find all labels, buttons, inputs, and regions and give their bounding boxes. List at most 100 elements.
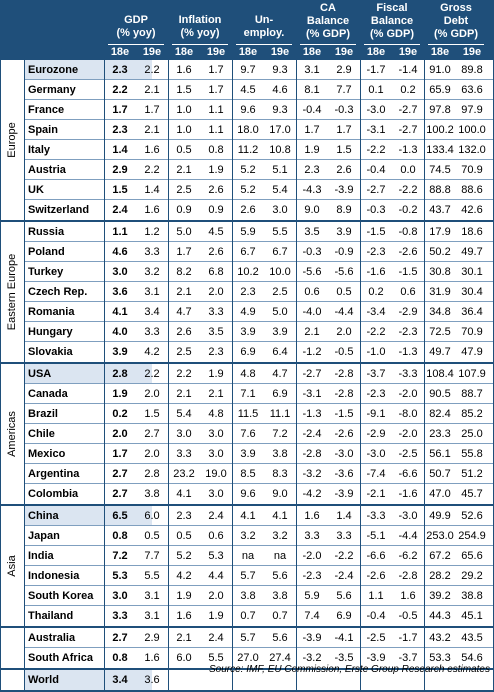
value-cell: 3.6	[144, 674, 160, 686]
country-name: Canada	[28, 388, 68, 400]
value-cell: -2.8	[334, 368, 354, 380]
value-cell: 30.1	[461, 266, 483, 278]
value-cell: 5.7	[240, 632, 256, 644]
value-cell: 9.0	[304, 204, 320, 216]
value-cell: 1.4	[336, 510, 352, 522]
value-cell: 2.1	[176, 632, 192, 644]
value-cell: 2.1	[176, 164, 192, 176]
value-cell: -1.7	[398, 632, 418, 644]
value-cell: 2.0	[208, 590, 224, 602]
value-cell: 3.1	[144, 610, 160, 622]
value-cell: -0.4	[366, 164, 386, 176]
country-name: South Africa	[28, 652, 93, 664]
country-name: Turkey	[28, 266, 64, 278]
value-cell: -4.0	[302, 306, 322, 318]
country-name: China	[28, 510, 59, 522]
country-name: India	[28, 550, 54, 562]
value-cell: 4.7	[176, 306, 192, 318]
value-cell: 100.2	[426, 124, 454, 136]
value-cell: 0.2	[400, 84, 416, 96]
value-cell: -0.4	[302, 104, 322, 116]
value-cell: -2.3	[302, 570, 322, 582]
value-cell: 45.1	[461, 610, 483, 622]
value-cell: -2.6	[398, 246, 418, 258]
value-cell: 3.0	[112, 590, 128, 602]
table-row: Argentina 2.7 2.8 23.2 19.0 8.5 8.3 -3.2 -3.6 -7.…	[0, 464, 494, 484]
header-col-3: CA Balance (% GDP)	[296, 2, 360, 41]
value-cell: 3.8	[272, 590, 288, 602]
value-cell: 28.2	[429, 570, 451, 582]
value-cell: 5.0	[176, 226, 192, 238]
value-cell: 4.2	[176, 570, 192, 582]
value-cell: 2.2	[144, 164, 160, 176]
value-cell: 3.9	[336, 226, 352, 238]
value-cell: 0.8	[208, 144, 224, 156]
value-cell: 0.6	[208, 530, 224, 542]
country-name: Spain	[28, 124, 58, 136]
row-divider	[24, 605, 494, 606]
value-cell: 0.7	[240, 610, 256, 622]
value-cell: -1.6	[366, 266, 386, 278]
table-row: Colombia 2.7 3.8 4.1 3.0 9.6 9.0 -4.2 -3.9 -2.1 -1…	[0, 484, 494, 504]
value-cell: -2.3	[366, 246, 386, 258]
region-label-text: Eastern Europe	[6, 253, 18, 331]
header-underline	[364, 44, 420, 45]
value-cell: 7.2	[112, 550, 128, 562]
value-cell: 7.7	[144, 550, 160, 562]
value-cell: 3.9	[112, 346, 128, 358]
value-cell: 2.1	[304, 326, 320, 338]
value-cell: 10.8	[269, 144, 291, 156]
value-cell: 1.5	[336, 144, 352, 156]
value-cell: 1.6	[144, 204, 160, 216]
table-row: Germany 2.2 2.1 1.5 1.7 4.5 4.6 8.1 7.7 0.1 0.2 65.…	[0, 80, 494, 100]
value-cell: 3.3	[208, 306, 224, 318]
country-name: Switzerland	[28, 204, 90, 216]
value-cell: -3.2	[302, 468, 322, 480]
value-cell: 85.2	[461, 408, 483, 420]
value-cell: 10.0	[269, 266, 291, 278]
value-cell: 5.5	[144, 570, 160, 582]
value-cell: -2.8	[334, 388, 354, 400]
country-name: Austria	[28, 164, 66, 176]
value-cell: 2.9	[112, 164, 128, 176]
value-cell: -3.9	[366, 652, 386, 664]
value-cell: 10.2	[237, 266, 259, 278]
value-cell: 2.2	[112, 84, 128, 96]
value-cell: -3.0	[334, 448, 354, 460]
value-cell: 63.6	[461, 84, 483, 96]
row-divider	[24, 443, 494, 444]
value-cell: -3.1	[302, 388, 322, 400]
row-divider	[24, 159, 494, 160]
value-cell: 5.7	[240, 570, 256, 582]
value-cell: 3.1	[144, 286, 160, 298]
value-cell: 0.6	[400, 286, 416, 298]
header-sub-18e: 18e	[302, 46, 322, 58]
value-cell: 3.0	[208, 448, 224, 460]
table-row: Australia 2.7 2.9 2.1 2.4 5.7 5.6 -3.9 -4.1 -2.5-…	[0, 628, 494, 648]
value-cell: 1.9	[176, 590, 192, 602]
value-cell: 100.0	[458, 124, 486, 136]
region-label: Americas	[0, 364, 24, 504]
value-cell: 49.7	[461, 246, 483, 258]
value-cell: -0.9	[334, 246, 354, 258]
country-name: Poland	[28, 246, 65, 258]
header-col-5: Gross Debt (% GDP)	[424, 2, 488, 41]
row-divider	[24, 241, 494, 242]
table-row: Japan 0.8 0.5 0.5 0.6 3.2 3.2 3.3 3.3 -5.1 -4.4 253…	[0, 526, 494, 546]
table-row: Italy 1.4 1.6 0.5 0.8 11.2 10.8 1.9 1.5 -2.2 -1.3 1…	[0, 140, 494, 160]
value-cell: -3.3	[366, 510, 386, 522]
country-name: World	[28, 674, 59, 686]
country-name: USA	[28, 368, 52, 380]
header-sub-18e: 18e	[110, 46, 130, 58]
table-row: Poland 4.6 3.3 1.7 2.6 6.7 6.7 -0.3 -0.9 -2.3 -2.6…	[0, 242, 494, 262]
value-cell: -1.6	[398, 488, 418, 500]
value-cell: 2.1	[176, 388, 192, 400]
row-divider	[24, 483, 494, 484]
value-cell: -3.4	[366, 306, 386, 318]
value-cell: 5.4	[176, 408, 192, 420]
value-cell: -3.0	[366, 104, 386, 116]
value-cell: -2.3	[398, 326, 418, 338]
value-cell: 6.0	[144, 510, 160, 522]
value-cell: 2.7	[112, 468, 128, 480]
value-cell: 19.0	[205, 468, 227, 480]
